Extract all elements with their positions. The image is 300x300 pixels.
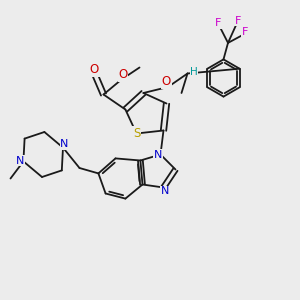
Text: O: O — [162, 75, 171, 88]
Text: F: F — [242, 27, 248, 37]
Text: N: N — [154, 149, 162, 160]
Text: N: N — [161, 186, 169, 196]
Text: N: N — [60, 139, 69, 149]
Text: S: S — [133, 127, 140, 140]
Text: H: H — [190, 67, 198, 77]
Text: N: N — [16, 156, 24, 166]
Text: F: F — [215, 18, 221, 28]
Text: O: O — [118, 68, 127, 82]
Text: O: O — [90, 63, 99, 76]
Text: F: F — [235, 16, 241, 26]
